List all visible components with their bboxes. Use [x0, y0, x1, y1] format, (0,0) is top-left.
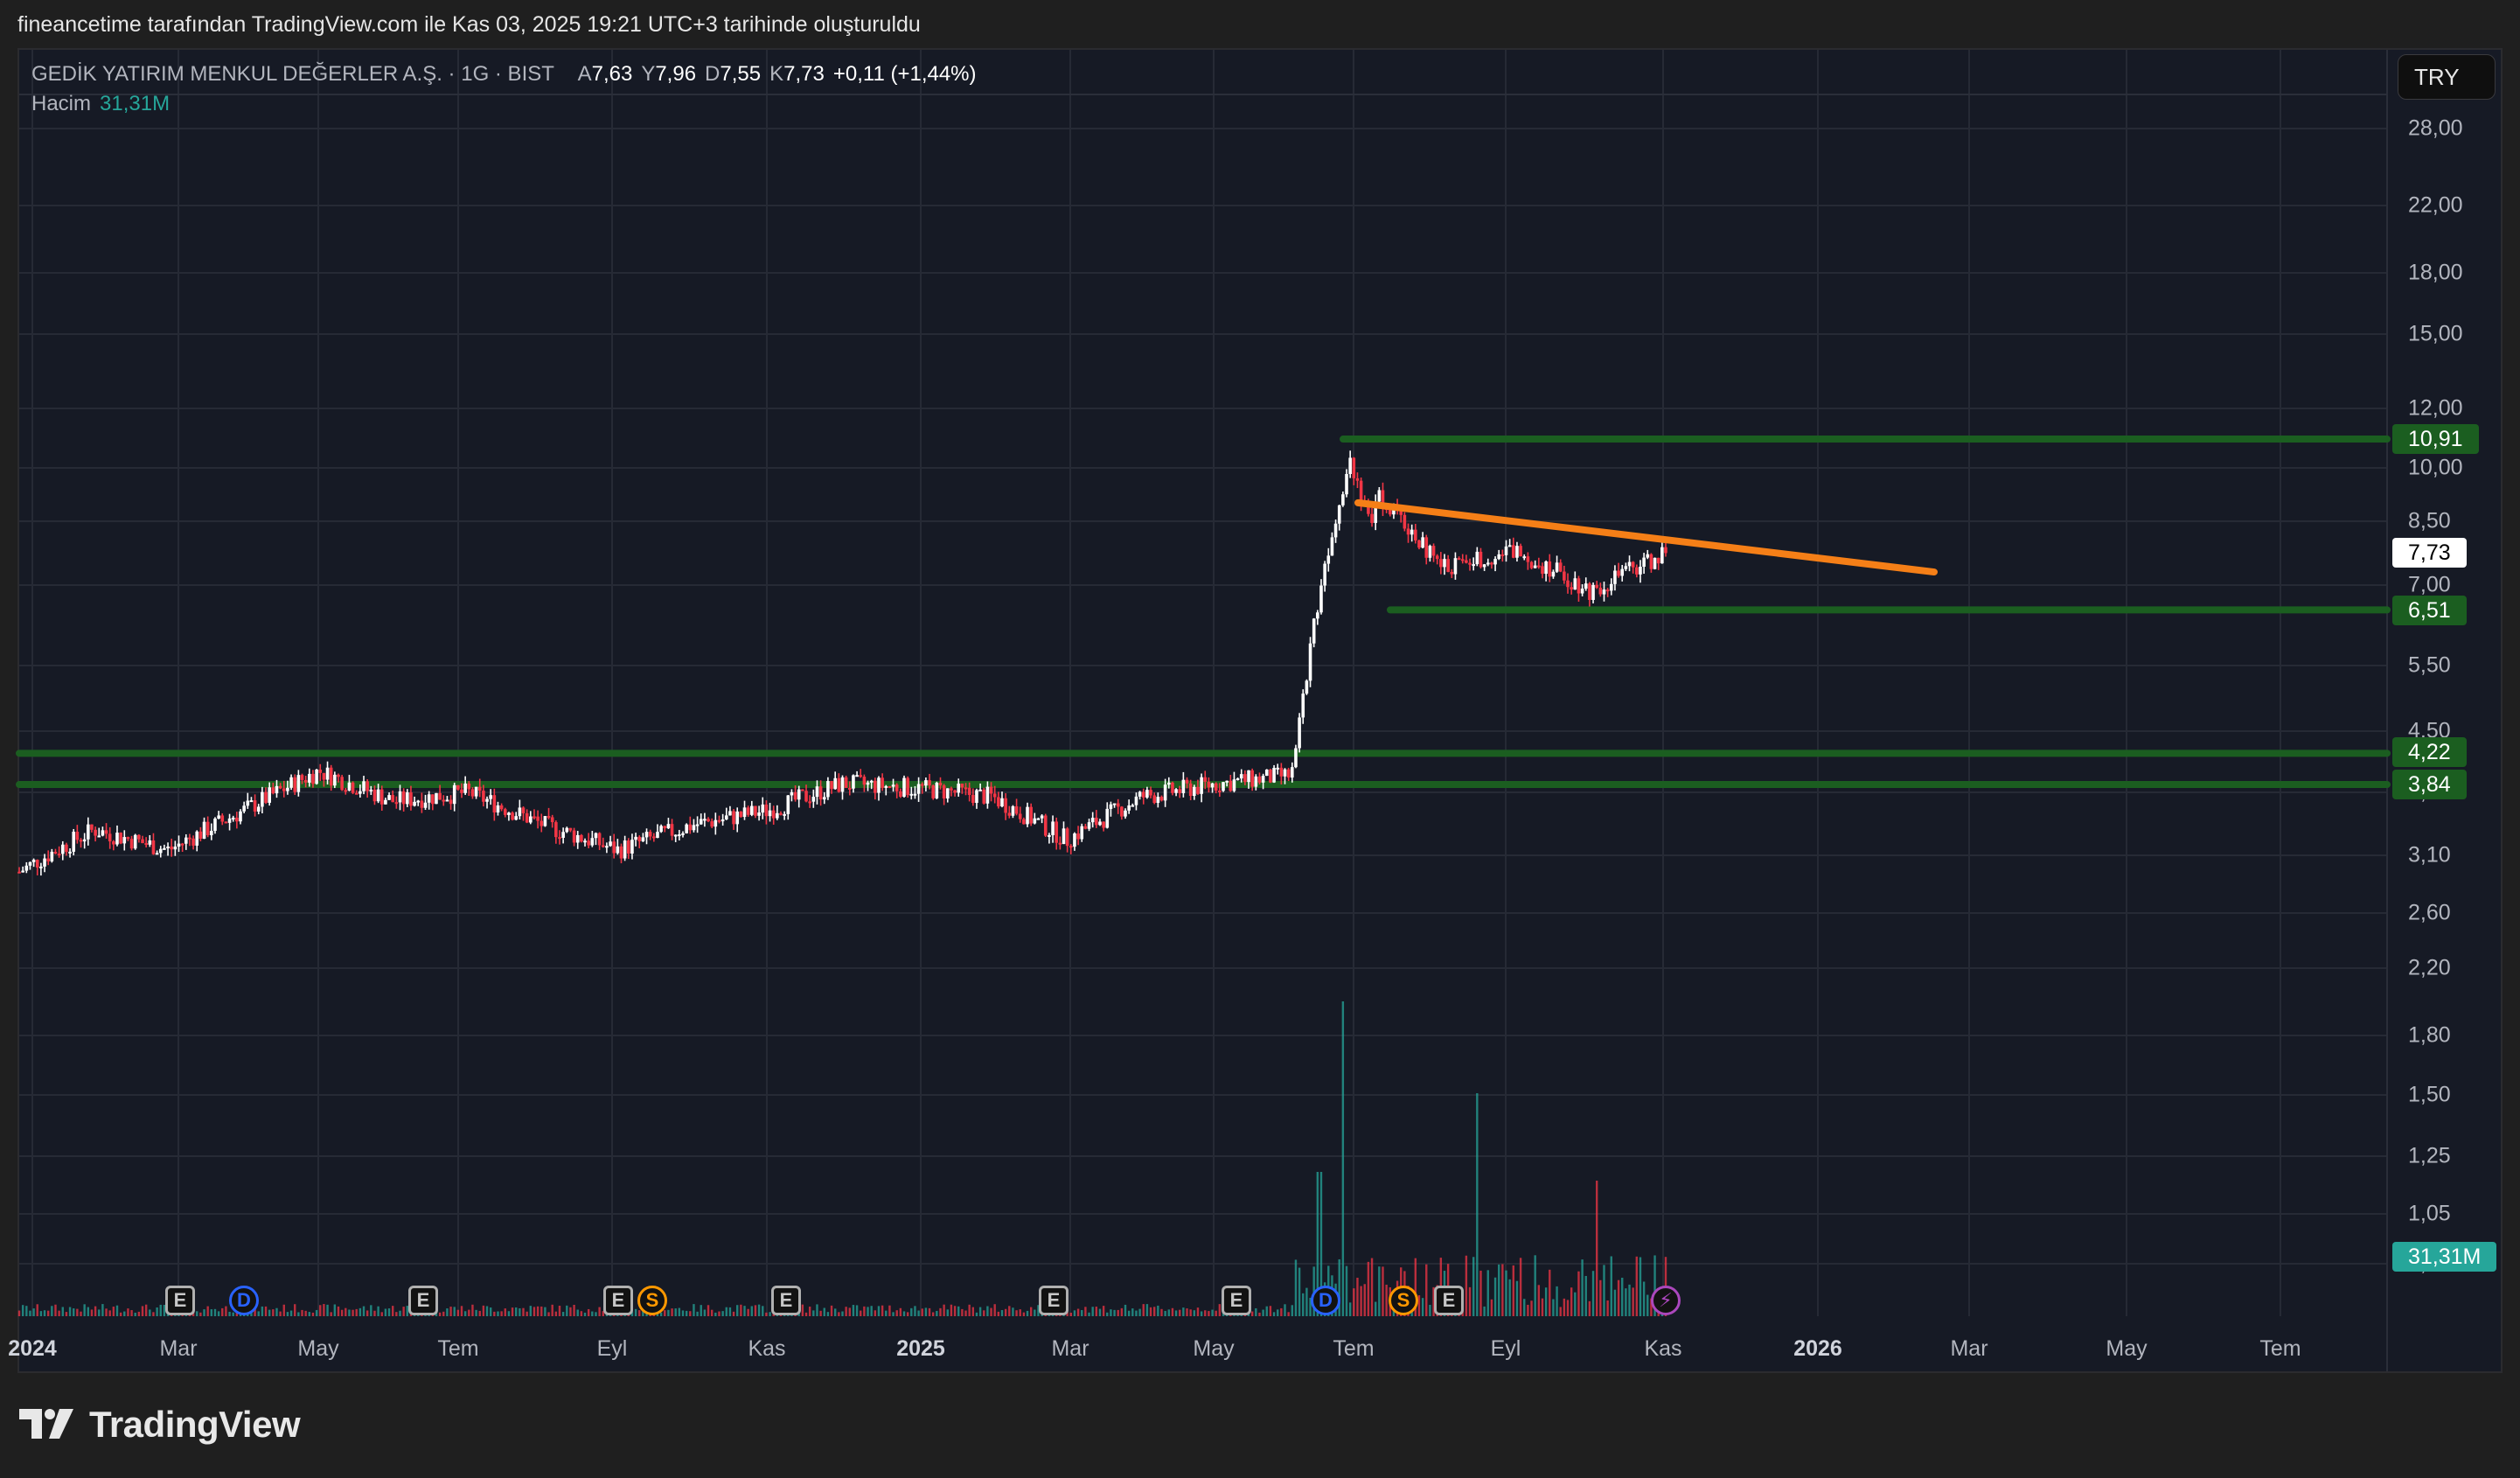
time-tick-label: Eyl [1490, 1336, 1521, 1361]
price-tick-label: 7,00 [2408, 572, 2451, 597]
price-tick-label: 2,20 [2408, 955, 2451, 980]
price-tick-label: 3,10 [2408, 842, 2451, 868]
time-tick-label: Tem [1333, 1336, 1375, 1361]
time-tick-label: 2026 [1793, 1336, 1842, 1361]
open-key: A [577, 62, 592, 86]
last-price-badge: 7,73 [2392, 538, 2467, 568]
dividend-marker-icon[interactable]: D [229, 1286, 259, 1315]
volume-label[interactable]: Hacim [31, 92, 92, 115]
time-tick-label: Kas [748, 1336, 786, 1361]
tradingview-logo-icon [19, 1409, 73, 1439]
level-price-badge: 10,91 [2392, 424, 2479, 454]
volume-badge: 31,31M [2392, 1242, 2497, 1272]
price-tick-label: 1,05 [2408, 1201, 2451, 1226]
symbol-title[interactable]: GEDİK YATIRIM MENKUL DEĞERLER A.Ş. · 1G … [31, 62, 554, 86]
earnings-marker-icon[interactable]: E [165, 1286, 195, 1315]
time-tick-label: Mar [1950, 1336, 1988, 1361]
earnings-marker-icon[interactable]: E [408, 1286, 438, 1315]
earnings-marker-icon[interactable]: E [1434, 1286, 1464, 1315]
high-value: 7,96 [655, 62, 697, 86]
time-tick-label: May [297, 1336, 339, 1361]
earnings-marker-icon[interactable]: E [771, 1286, 801, 1315]
volume-value: 31,31M [100, 92, 171, 115]
time-tick-label: May [2106, 1336, 2148, 1361]
currency-button[interactable]: TRY [2398, 54, 2496, 100]
price-tick-label: 15,00 [2408, 321, 2463, 346]
snapshot-credit: fineancetime tarafından TradingView.com … [17, 12, 921, 37]
low-value: 7,55 [720, 62, 762, 86]
time-tick-label: Tem [2259, 1336, 2301, 1361]
high-key: Y [641, 62, 656, 86]
close-key: K [769, 62, 784, 86]
dividend-marker-icon[interactable]: D [1311, 1286, 1340, 1315]
volume-row: Hacim 31,31M [31, 89, 977, 119]
time-tick-label: Tem [437, 1336, 479, 1361]
earnings-marker-icon[interactable]: E [1039, 1286, 1069, 1315]
price-tick-label: 22,00 [2408, 192, 2463, 218]
earnings-marker-icon[interactable]: E [603, 1286, 633, 1315]
level-price-badge: 6,51 [2392, 596, 2467, 625]
low-key: D [705, 62, 720, 86]
price-tick-label: 1,50 [2408, 1082, 2451, 1107]
time-tick-label: Mar [1051, 1336, 1089, 1361]
earnings-marker-icon[interactable]: E [1222, 1286, 1251, 1315]
time-tick-label: 2024 [8, 1336, 57, 1361]
top-bar: fineancetime tarafından TradingView.com … [0, 0, 2520, 48]
ohlc-row: GEDİK YATIRIM MENKUL DEĞERLER A.Ş. · 1G … [31, 59, 977, 89]
change-value: +0,11 (+1,44%) [832, 62, 977, 86]
price-tick-label: 5,50 [2408, 652, 2451, 678]
chart-frame[interactable] [17, 48, 2503, 1373]
price-tick-label: 18,00 [2408, 260, 2463, 285]
price-tick-label: 12,00 [2408, 395, 2463, 421]
price-tick-label: 1,80 [2408, 1022, 2451, 1048]
time-tick-label: Kas [1644, 1336, 1682, 1361]
time-tick-label: Eyl [596, 1336, 628, 1361]
brand-name: TradingView [89, 1404, 301, 1445]
open-value: 7,63 [591, 62, 633, 86]
price-tick-label: 10,00 [2408, 455, 2463, 480]
time-tick-label: May [1193, 1336, 1235, 1361]
price-tick-label: 28,00 [2408, 115, 2463, 141]
price-tick-label: 8,50 [2408, 508, 2451, 533]
close-value: 7,73 [783, 62, 825, 86]
news-marker-icon[interactable]: ⚡ [1651, 1286, 1681, 1315]
time-tick-label: Mar [159, 1336, 198, 1361]
price-tick-label: 2,60 [2408, 900, 2451, 925]
symbol-legend: GEDİK YATIRIM MENKUL DEĞERLER A.Ş. · 1G … [31, 59, 977, 119]
time-tick-label: 2025 [896, 1336, 945, 1361]
split-marker-icon[interactable]: S [1389, 1286, 1418, 1315]
tradingview-logo[interactable]: TradingView [19, 1404, 301, 1446]
level-price-badge: 4,22 [2392, 737, 2467, 767]
level-price-badge: 3,84 [2392, 770, 2467, 799]
price-tick-label: 1,25 [2408, 1143, 2451, 1168]
split-marker-icon[interactable]: S [637, 1286, 667, 1315]
